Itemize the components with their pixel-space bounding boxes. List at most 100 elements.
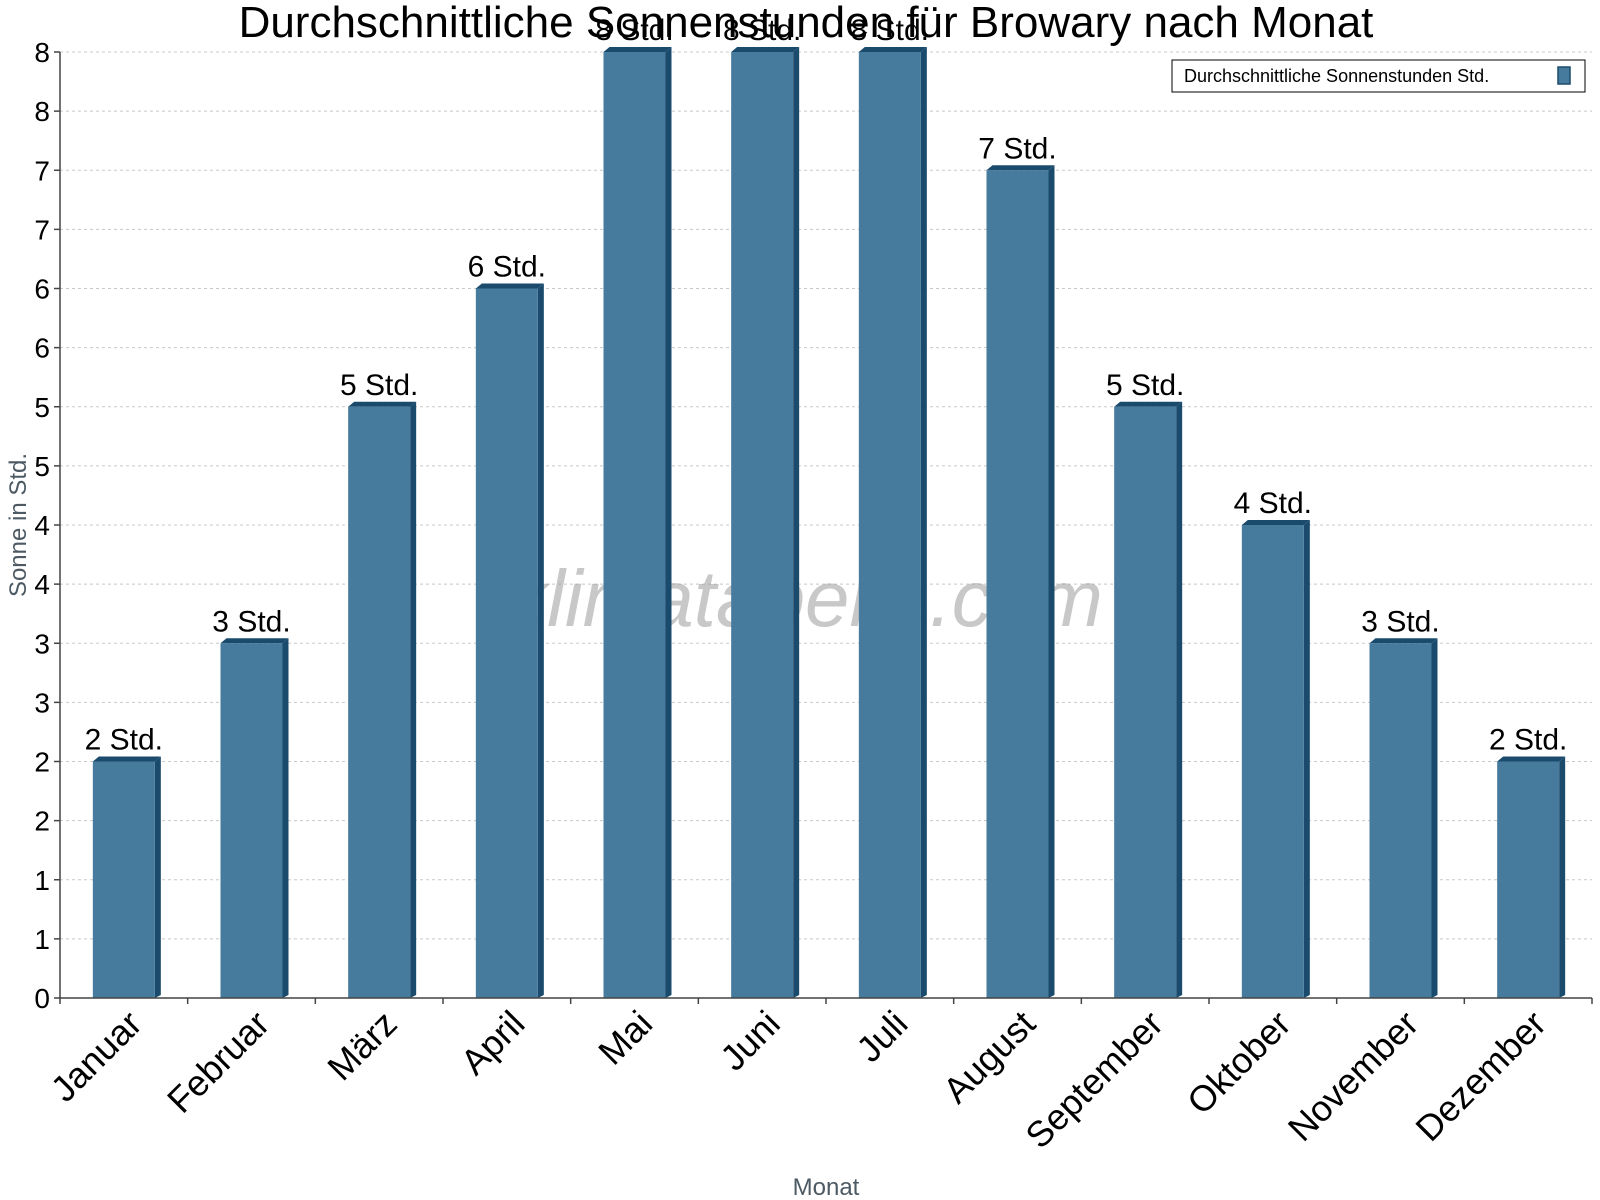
bar-side [154,756,161,998]
bar-front [475,288,538,998]
y-tick-label: 1 [34,865,50,896]
bar-front [603,52,666,998]
y-tick-label: 3 [34,687,50,718]
x-axis-title: Monat [793,1174,860,1200]
y-tick-label: 3 [34,628,50,659]
bar-top [986,165,1055,171]
bar-front [92,761,155,998]
x-tick-label: März [319,1003,405,1089]
bar-side [793,47,800,998]
y-tick-label: 7 [34,155,50,186]
y-tick-label: 4 [34,569,50,600]
data-label: 2 Std. [1489,724,1567,757]
bar-front [220,643,283,998]
bar-mai [603,47,672,998]
bar-top [92,756,161,762]
bar-januar [92,756,161,998]
x-tick-label: Oktober [1179,1003,1299,1123]
data-label: 5 Std. [1106,369,1184,402]
bar-side [410,401,417,998]
bar-top [858,47,927,52]
bar-juni [731,47,800,998]
y-tick-label: 6 [34,274,50,305]
y-tick-label: 2 [34,747,50,778]
data-label: 8 Std. [595,14,673,47]
bar-top [1497,756,1566,762]
y-tick-label: 5 [34,451,50,482]
x-tick-label: September [1017,1003,1171,1157]
x-tick-label: Juni [712,1003,788,1079]
data-label: 3 Std. [1361,605,1439,638]
chart-title: Durchschnittliche Sonnenstunden für Brow… [239,0,1374,47]
bar-dezember [1497,756,1566,998]
bar-side [537,283,544,998]
bar-side [920,47,927,998]
y-tick-label: 6 [34,333,50,364]
legend-swatch [1557,66,1571,85]
y-tick-label: 4 [34,510,50,541]
x-tick-label: Dezember [1407,1003,1553,1149]
data-label: 7 Std. [978,132,1056,165]
data-label: 5 Std. [340,369,418,402]
bar-side [1303,520,1310,998]
x-tick-label: Januar [43,1003,150,1110]
bar-front [1241,525,1304,998]
data-label: 4 Std. [1234,487,1312,520]
y-tick-label: 8 [34,37,50,68]
bar-front [348,406,411,998]
x-tick-labels: Januar Februar März April Mai Juni Juli AugustS… [43,1003,1554,1157]
bar-top [1241,520,1310,525]
bar-märz [348,401,417,998]
bar-side [665,47,672,998]
bar-top [603,47,672,52]
grid [60,51,1592,940]
bar-front [986,170,1049,998]
bar-oktober [1241,520,1310,998]
data-label: 8 Std. [723,14,801,47]
bar-side [1559,756,1566,998]
bar-front [858,52,921,998]
y-tick-label: 0 [34,983,50,1014]
bar-front [731,52,794,998]
axes [59,52,1593,1004]
bar-september [1114,401,1183,998]
bar-front [1497,761,1560,998]
legend-label: Durchschnittliche Sonnenstunden Std. [1184,66,1489,86]
y-tick-label: 7 [34,214,50,245]
bar-april [475,283,544,998]
bar-front [1114,406,1177,998]
bar-side [282,638,289,998]
y-tick-label: 2 [34,806,50,837]
legend-box [1171,59,1586,93]
data-label: 3 Std. [212,605,290,638]
bar-side [1176,401,1183,998]
data-label: 6 Std. [468,251,546,284]
x-tick-label: November [1280,1003,1426,1149]
x-tick-label: Juli [848,1003,915,1070]
bar-juli [858,47,927,998]
x-tick-label: Mai [590,1003,660,1073]
data-label: 8 Std. [851,14,929,47]
legend: Durchschnittliche Sonnenstunden Std. [1171,59,1586,93]
bar-top [1369,638,1438,644]
bar-side [1431,638,1438,998]
y-tick-label: 8 [34,96,50,127]
bar-februar [220,638,289,998]
y-tick-label: 1 [34,924,50,955]
y-axis-title: Sonne in Std. [5,453,32,597]
y-tick-label: 5 [34,392,50,423]
bar-top [1114,401,1183,407]
bar-top [220,638,289,644]
bar-november [1369,638,1438,998]
bar-side [1048,165,1055,998]
y-tick-labels: 0 1 1 2 2 3 3 4 4 5 5 6 6 7 7 8 8 [34,37,60,1014]
bar-top [731,47,800,52]
bar-front [1369,643,1432,998]
data-labels: 2 Std. 3 Std. 5 Std. 6 Std. 8 Std. 8 Std. 8 St… [85,14,1568,757]
x-tick-label: Februar [159,1003,277,1121]
bar-august [986,165,1055,998]
x-tick-label: April [453,1003,533,1083]
x-tick-label: August [935,1003,1043,1111]
